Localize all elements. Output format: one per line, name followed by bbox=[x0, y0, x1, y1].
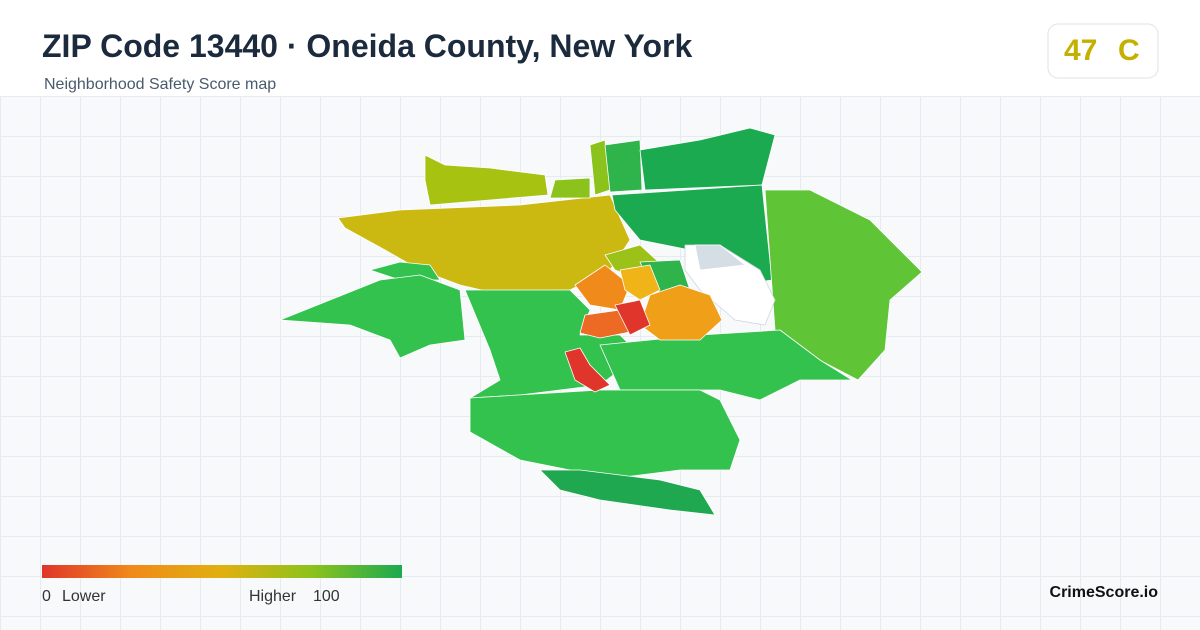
region bbox=[694, 244, 746, 271]
legend-bar bbox=[42, 565, 402, 578]
brand: CrimeScore.io bbox=[1049, 584, 1158, 601]
subtitle: Neighborhood Safety Score map bbox=[44, 76, 277, 93]
region bbox=[574, 264, 631, 311]
title: ZIP Code 13440 · Oneida County, New York bbox=[42, 28, 693, 64]
map-regions bbox=[279, 127, 923, 516]
legend-max-label: Higher bbox=[249, 588, 297, 605]
region bbox=[469, 389, 741, 481]
header-band bbox=[0, 0, 1200, 96]
legend-min-label: Lower bbox=[62, 588, 106, 605]
region bbox=[424, 154, 549, 206]
region bbox=[639, 127, 776, 191]
grade: C bbox=[1118, 34, 1140, 67]
region bbox=[539, 469, 716, 516]
region bbox=[604, 139, 643, 193]
score: 47 bbox=[1064, 34, 1098, 67]
legend-max: 100 bbox=[313, 588, 340, 605]
region bbox=[279, 274, 466, 359]
region bbox=[564, 347, 611, 393]
region bbox=[614, 299, 651, 336]
region bbox=[549, 177, 591, 199]
legend-min: 0 bbox=[42, 588, 51, 605]
score-badge bbox=[1047, 23, 1159, 79]
